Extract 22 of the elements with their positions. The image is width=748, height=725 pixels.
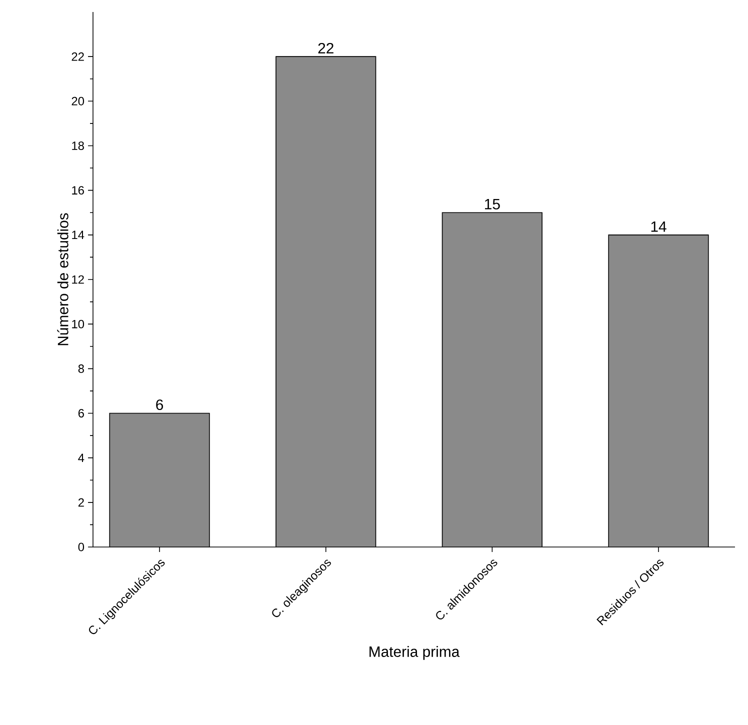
y-tick-label: 22 bbox=[72, 52, 84, 61]
data-label: 22 bbox=[318, 42, 334, 54]
x-axis-title: Materia prima bbox=[370, 646, 460, 660]
y-tick-label: 16 bbox=[72, 186, 84, 195]
y-axis-title: Número de estudios bbox=[57, 213, 68, 346]
y-tick-label: 10 bbox=[72, 320, 84, 328]
y-tick-label: 4 bbox=[78, 454, 84, 462]
bar bbox=[276, 56, 376, 547]
y-tick-label: 2 bbox=[78, 498, 84, 507]
y-tick-label: 0 bbox=[78, 542, 84, 552]
data-label: 14 bbox=[651, 221, 666, 232]
y-tick-label: 8 bbox=[78, 364, 84, 373]
y-tick-label: 12 bbox=[72, 275, 84, 284]
bar bbox=[608, 234, 709, 547]
y-tick-label: 14 bbox=[72, 230, 84, 240]
bar bbox=[110, 413, 210, 547]
bar bbox=[442, 212, 542, 547]
y-tick-label: 6 bbox=[78, 409, 84, 418]
data-label: 6 bbox=[156, 399, 164, 410]
y-tick-label: 18 bbox=[72, 142, 84, 150]
y-tick-label: 20 bbox=[72, 96, 84, 106]
data-label: 15 bbox=[485, 199, 500, 210]
